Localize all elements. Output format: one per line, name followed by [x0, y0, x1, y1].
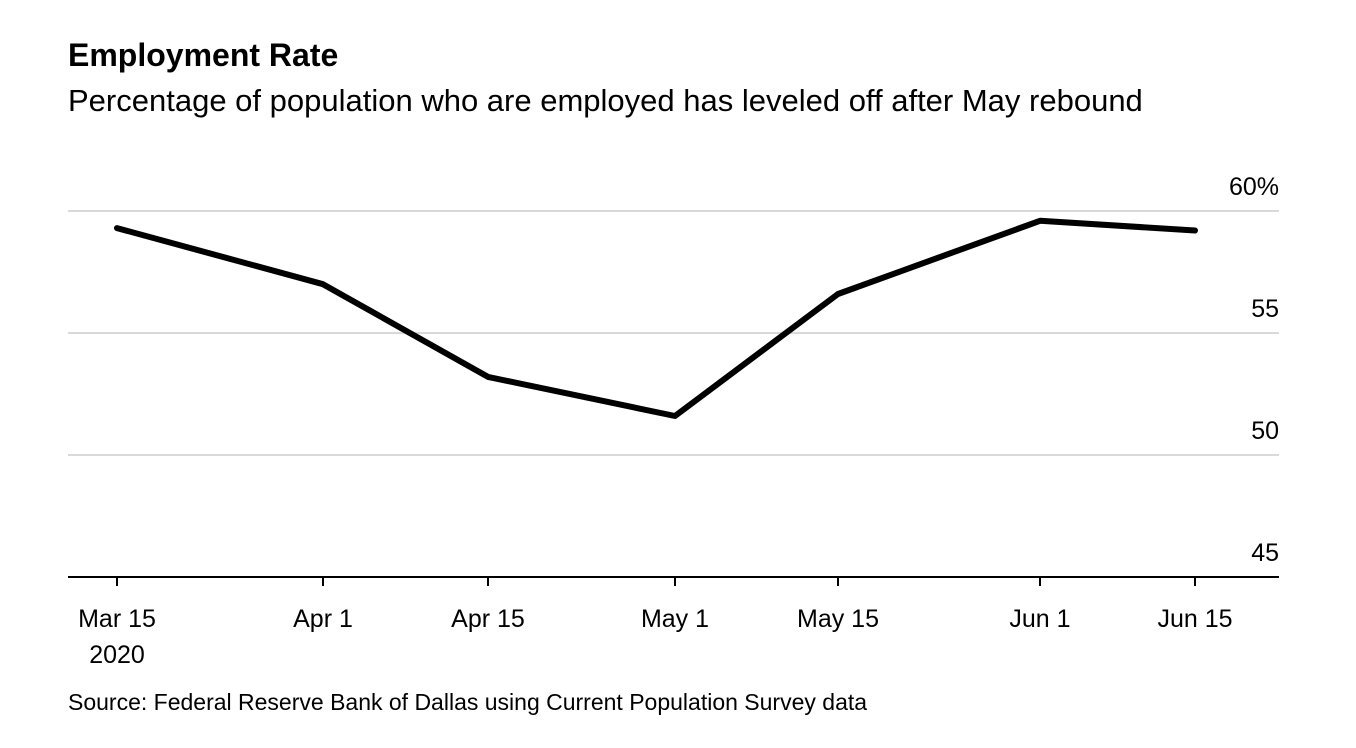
x-tick-label-6: Jun 15: [1157, 605, 1232, 633]
series-line-0: [114, 217, 1198, 419]
gridlines: [68, 210, 1279, 456]
data-point-2: [487, 376, 489, 378]
y-axis-labels: 60% 55 50 45: [1229, 173, 1279, 567]
data-point-5: [1039, 220, 1041, 222]
data-point-6: [1194, 230, 1196, 232]
x-axis-labels: Mar 15 2020 Apr 1 Apr 15 May 1 May 15 Jun 1 Jun…: [78, 605, 1232, 669]
x-tick-label-4: May 15: [797, 605, 879, 633]
x-tick-label-3: May 1: [641, 605, 709, 633]
y-tick-label-50: 50: [1251, 417, 1279, 445]
x-axis: [68, 576, 1279, 586]
chart-title: Employment Rate: [68, 37, 339, 73]
x-tick-label-0: Mar 15: [78, 605, 156, 633]
x-tick-label-5: Jun 1: [1009, 605, 1070, 633]
y-tick-label-60: 60%: [1229, 173, 1279, 201]
y-tick-label-45: 45: [1251, 539, 1279, 567]
data-point-1: [322, 283, 324, 285]
data-point-3: [674, 415, 676, 417]
series-layer: [114, 217, 1198, 419]
data-point-0: [116, 227, 118, 229]
x-tick-sublabel-0: 2020: [89, 641, 145, 669]
chart-subtitle: Percentage of population who are employe…: [68, 83, 1143, 118]
y-tick-label-55: 55: [1251, 295, 1279, 323]
x-tick-label-1: Apr 1: [293, 605, 353, 633]
data-point-4: [837, 293, 839, 295]
x-tick-label-2: Apr 15: [451, 605, 525, 633]
chart-source: Source: Federal Reserve Bank of Dallas u…: [68, 689, 868, 715]
